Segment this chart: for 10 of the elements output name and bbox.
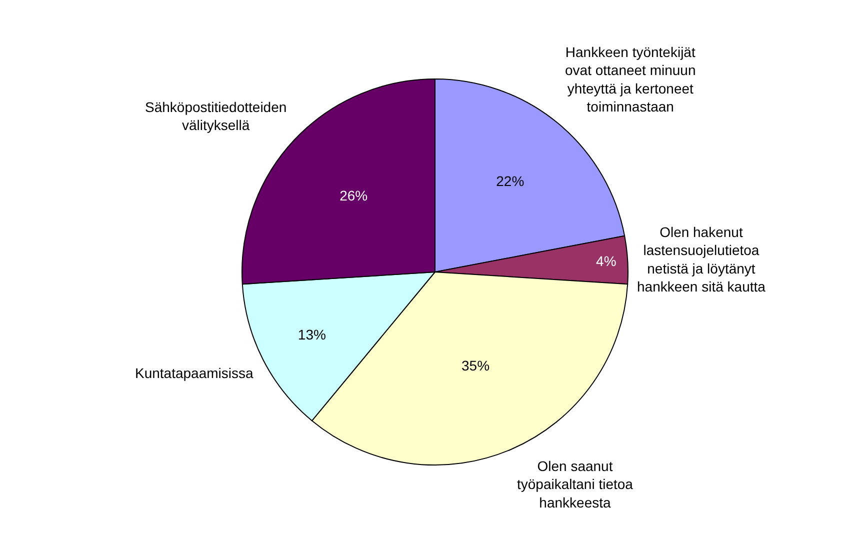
- data-label: 13%: [298, 326, 326, 343]
- data-label: 26%: [340, 188, 368, 204]
- data-label: 35%: [462, 358, 490, 374]
- data-label: 22%: [496, 173, 524, 190]
- data-label: 4%: [596, 253, 616, 270]
- slice-label: Sähköpostitiedotteiden välityksellä: [145, 99, 287, 134]
- slice-label: Olen saanut työpaikaltani tietoa hankkeesta: [517, 458, 634, 510]
- slice-label: Kuntatapaamisissa: [135, 365, 254, 381]
- slice-label: Olen hakenut lastensuojelutietoa netistä ja löytänyt hankkeen sitä kautta: [637, 224, 766, 295]
- slice-label: Hankkeen työntekijät ovat ottaneet minuun yhteyttä ja kertoneet toiminnastaan: [565, 44, 696, 115]
